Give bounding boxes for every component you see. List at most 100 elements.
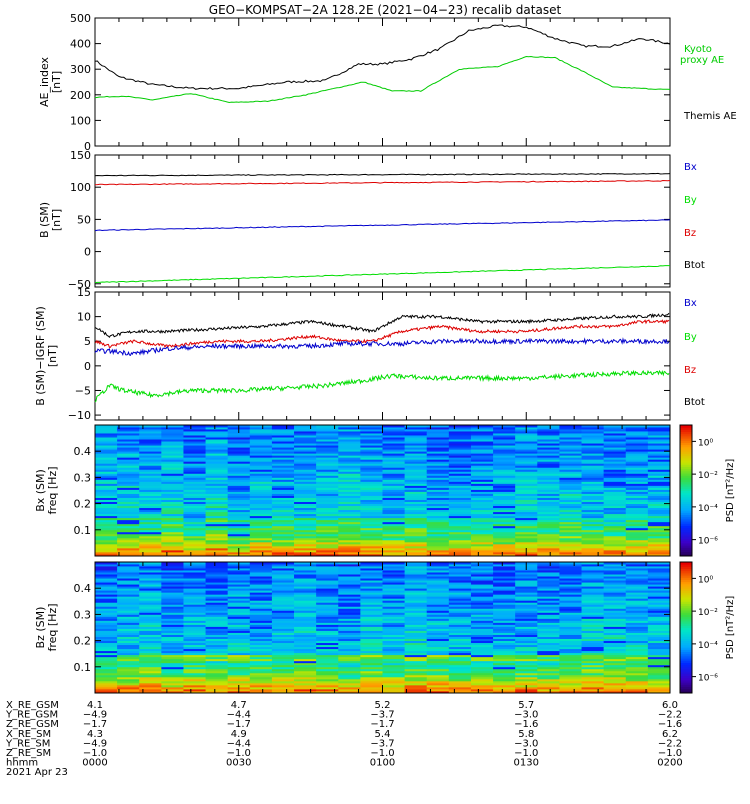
- spec2-layer-cell: [625, 616, 649, 619]
- spec1-layer-cell: [515, 513, 538, 517]
- spec2-layer-cell: [360, 690, 383, 694]
- spec1-layer-cell: [515, 459, 538, 462]
- spec2-layer-cell: [382, 658, 406, 662]
- spec1-layer-cell: [426, 547, 450, 551]
- spec1-layer-cell: [205, 443, 229, 446]
- spec2-layer-cell: [183, 598, 206, 601]
- spec2-layer-cell: [426, 564, 450, 567]
- spec1-layer-cell: [537, 545, 560, 549]
- spec2-layer-cell: [271, 670, 295, 674]
- spec1-layer-cell: [316, 493, 339, 496]
- spec1-layer-cell: [316, 471, 339, 474]
- spec2-layer-cell: [95, 568, 118, 571]
- spec2-layer-cell: [515, 656, 538, 660]
- spec2-layer-cell: [161, 622, 184, 625]
- spec2-layer-cell: [515, 616, 538, 619]
- spec1-layer-cell: [470, 471, 494, 474]
- spec1-layer-cell: [338, 431, 361, 434]
- spec1-layer-cell: [647, 523, 671, 527]
- spec1-layer-cell: [117, 551, 140, 555]
- spec2-layer-cell: [515, 668, 538, 672]
- spec1-layer-cell: [161, 483, 184, 486]
- spec2-layer-cell: [338, 624, 361, 627]
- spec2-layer-cell: [117, 652, 140, 656]
- spec1-layer-cell: [382, 547, 406, 551]
- spec2-layer-cell: [95, 580, 118, 583]
- spec2-layer-cell: [139, 676, 162, 680]
- spec2-layer-cell: [360, 620, 383, 623]
- spec2-layer-cell: [448, 592, 472, 595]
- footer-cell: −1.7: [227, 719, 251, 730]
- spec2-layer-cell: [470, 634, 494, 637]
- spec2-layer-cell: [382, 690, 406, 694]
- spec2-layer-cell: [382, 682, 406, 686]
- spec2-layer-cell: [183, 622, 206, 625]
- spec1-layer-cell: [316, 477, 339, 480]
- spec2-layer-cell: [117, 568, 140, 571]
- spec2-layer-cell: [117, 674, 140, 678]
- b-series-bx: [94, 219, 671, 232]
- spec1-layer-cell: [338, 507, 361, 511]
- spec2-layer-cell: [448, 598, 472, 601]
- spec1-layer-cell: [117, 541, 140, 545]
- spec2-layer-cell: [95, 634, 118, 637]
- spec2-layer-cell: [183, 596, 206, 599]
- spec1-layer-cell: [493, 465, 516, 468]
- spec2-layer-cell: [625, 678, 649, 682]
- spec2-layer-cell: [625, 610, 649, 613]
- spec1-layer-cell: [493, 459, 516, 462]
- spec1-layer-colorbar-cell: [680, 425, 692, 428]
- spec2-layer-cell: [139, 622, 162, 625]
- spec2-layer-cell: [537, 614, 560, 617]
- spec1-layer-cell: [625, 437, 649, 440]
- spec1-layer-cell: [117, 441, 140, 444]
- spec2-layer-cell: [559, 616, 582, 619]
- spec2-layer-ylabel-line: Bz (SM): [34, 607, 47, 649]
- spec2-layer-cell: [470, 656, 494, 660]
- spec1-layer-cell: [271, 435, 295, 438]
- spec1-layer-cell: [581, 519, 605, 523]
- spec2-layer-cell: [647, 660, 671, 664]
- spec2-layer-cell: [382, 638, 406, 641]
- spec2-layer-cell: [581, 632, 605, 635]
- spec2-layer-cell: [294, 658, 317, 662]
- spec1-layer-cell: [426, 523, 450, 527]
- spec1-layer-cell: [647, 529, 671, 533]
- spec1-layer-cell: [647, 509, 671, 513]
- spec2-layer-cell: [139, 604, 162, 607]
- spec2-layer-cell: [271, 582, 295, 585]
- spec1-layer-cell: [603, 531, 627, 535]
- spec1-layer-cell: [382, 511, 406, 515]
- spec1-layer-cell: [625, 511, 649, 515]
- spec1-layer-cell: [316, 463, 339, 466]
- spec2-layer-cell: [559, 630, 582, 633]
- spec1-layer-cell: [537, 517, 560, 521]
- spec1-layer-cell: [470, 461, 494, 464]
- spec1-layer-cell: [139, 481, 162, 484]
- spec1-layer-cell: [338, 499, 361, 502]
- spec2-layer-cell: [603, 640, 627, 644]
- spec2-layer-cell: [625, 680, 649, 684]
- spec2-layer-cell: [360, 598, 383, 601]
- spec2-layer-cell: [603, 576, 627, 579]
- spec2-layer-cell: [647, 586, 671, 589]
- spec2-layer-cell: [205, 644, 229, 648]
- spec2-layer-cell: [404, 626, 428, 629]
- spec1-layer-cell: [360, 509, 383, 513]
- spec2-layer-cell: [139, 640, 162, 644]
- spec1-layer-cell: [227, 489, 251, 492]
- spec1-layer-cell: [161, 501, 184, 504]
- spec1-layer-cell: [183, 493, 206, 496]
- spec2-layer-cell: [537, 596, 560, 599]
- spec1-layer-cell: [493, 531, 516, 535]
- spec2-layer-cell: [117, 564, 140, 567]
- spec2-layer-cell: [338, 642, 361, 646]
- spec1-layer-cell: [271, 541, 295, 545]
- spec2-layer-cell: [117, 680, 140, 684]
- spec2-layer-cell: [603, 586, 627, 589]
- spec1-layer-cell: [603, 445, 627, 448]
- spec2-layer-cell: [205, 670, 229, 674]
- spec2-layer-cell: [205, 678, 229, 682]
- spec2-layer-cell: [581, 652, 605, 656]
